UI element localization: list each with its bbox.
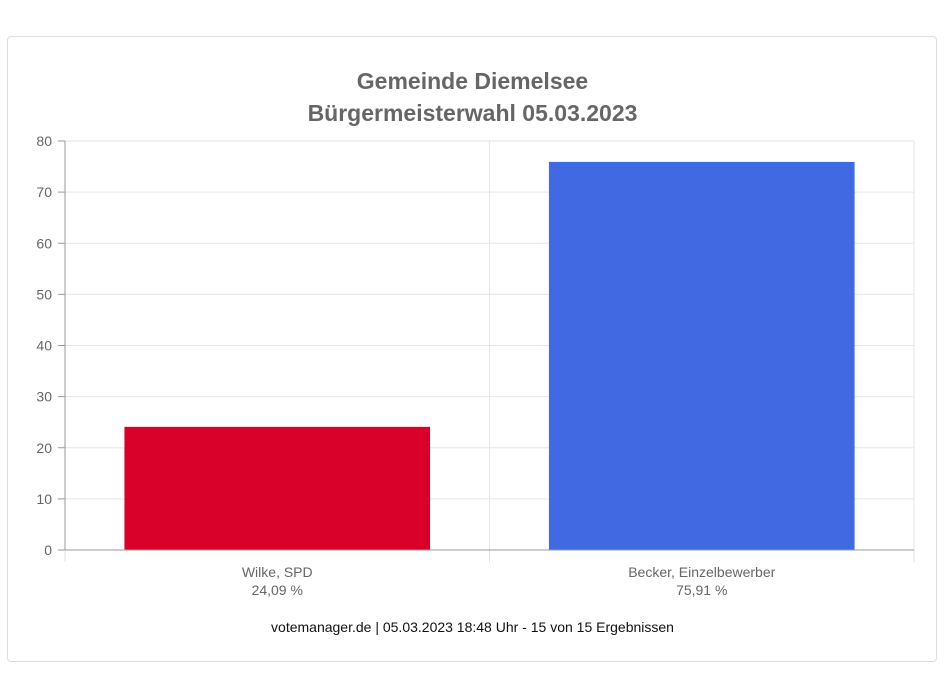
- y-tick-label: 60: [36, 235, 52, 251]
- y-tick-label: 20: [36, 440, 52, 456]
- y-tick-label: 50: [36, 286, 52, 302]
- y-tick-label: 30: [36, 389, 52, 405]
- bar-0: [124, 426, 431, 550]
- x-value-label: 75,91 %: [676, 582, 727, 598]
- footer-source: votemanager.de | 05.03.2023 18:48 Uhr - …: [271, 619, 674, 635]
- x-value-label: 24,09 %: [252, 582, 303, 598]
- y-tick-label: 80: [36, 133, 52, 149]
- chart-subtitle: Bürgermeisterwahl 05.03.2023: [307, 100, 638, 126]
- y-tick-label: 0: [44, 542, 52, 558]
- y-tick-label: 10: [36, 491, 52, 507]
- bar-1: [548, 161, 855, 550]
- chart-title: Gemeinde Diemelsee: [356, 68, 589, 94]
- y-tick-label: 70: [36, 184, 52, 200]
- y-tick-label: 40: [36, 338, 52, 354]
- x-category-label: Becker, Einzelbewerber: [628, 564, 775, 580]
- x-category-label: Wilke, SPD: [242, 564, 313, 580]
